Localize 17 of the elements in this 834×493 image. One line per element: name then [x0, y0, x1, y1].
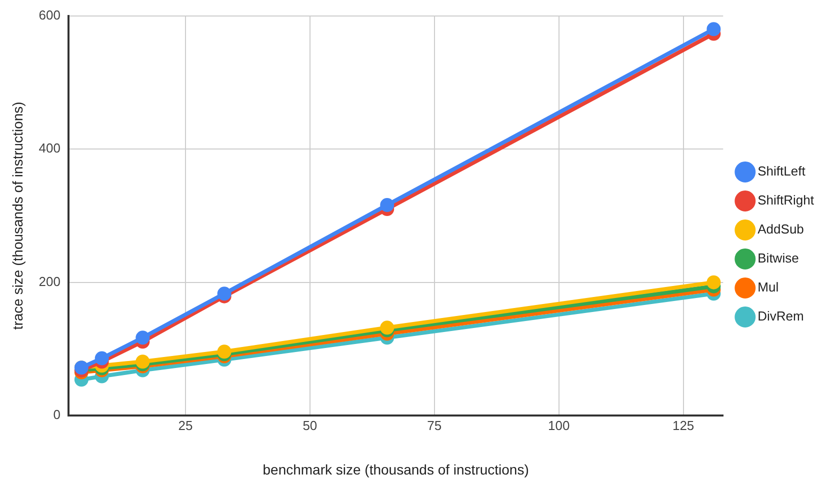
y-tick-label: 600: [38, 7, 60, 22]
legend-label: Bitwise: [758, 250, 799, 266]
legend-label: ShiftRight: [758, 192, 814, 208]
legend-label: AddSub: [758, 222, 804, 237]
x-tick-label: 100: [548, 418, 570, 433]
legend-label: ShiftLeft: [758, 164, 806, 179]
x-tick-label: 125: [672, 418, 694, 433]
x-tick-label: 75: [427, 418, 442, 433]
legend-label: Mul: [758, 280, 779, 295]
x-tick-label: 50: [302, 418, 318, 433]
y-tick-label: 400: [38, 140, 60, 156]
x-axis-title: benchmark size (thousands of instructions): [262, 461, 529, 478]
legend-label: DivRem: [758, 308, 804, 324]
x-tick-label: 25: [178, 418, 193, 433]
y-axis-title: trace size (thousands of instructions): [9, 102, 26, 330]
y-tick-label: 200: [38, 274, 60, 289]
y-tick-label: 0: [53, 407, 60, 422]
